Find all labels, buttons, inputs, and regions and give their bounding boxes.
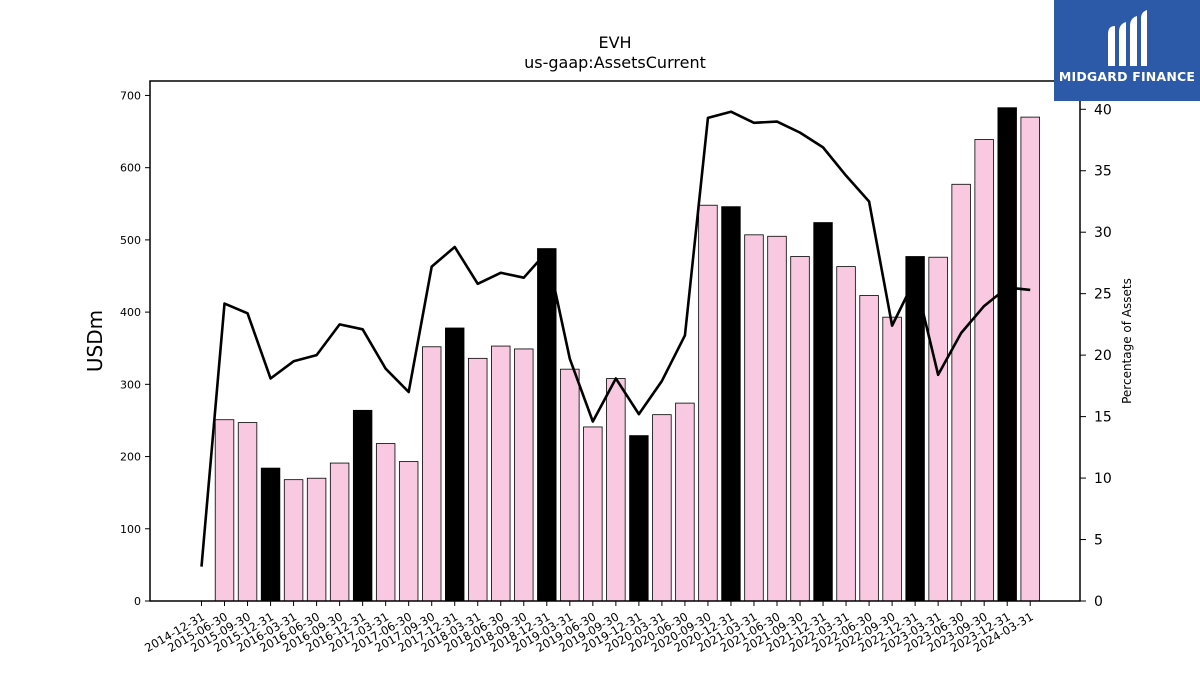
bar [859,295,879,602]
y2-axis-label: Percentage of Assets [1120,278,1134,404]
y-tick-label: 700 [120,89,141,102]
bar [468,357,488,602]
chart-subtitle: us-gaap:AssetsCurrent [524,53,706,72]
y2-tick-label: 25 [1094,287,1112,303]
chart-title: EVH [598,33,631,52]
bar [537,248,557,602]
y-tick-label: 300 [120,378,141,391]
y2-tick-label: 20 [1094,348,1112,364]
y2-tick-label: 5 [1094,533,1103,549]
y2-tick-label: 35 [1094,164,1112,180]
y2-tick-label: 30 [1094,225,1112,241]
bar [928,256,948,602]
bar [836,266,856,602]
logo-text: MIDGARD FINANCE [1058,69,1196,84]
plot-frame [149,80,1081,602]
bar [997,107,1017,602]
y-tick-label: 600 [120,162,141,175]
bar [514,348,534,602]
bar [445,327,465,602]
bar [375,443,396,602]
bar [306,477,327,602]
bar [652,414,672,602]
line-series [200,110,1031,567]
bar [813,222,833,602]
bar [1020,116,1040,602]
midgard-finance-logo: MIDGARD FINANCE [1054,0,1200,101]
bar [629,435,649,602]
bar [951,183,971,602]
y2-tick-label: 10 [1094,471,1112,487]
bar [283,479,304,602]
bar [491,345,511,602]
bar [721,206,741,602]
bar [790,256,810,602]
y-tick-label: 100 [120,523,141,536]
y-tick-label: 200 [120,451,141,464]
bar [352,409,373,602]
y2-tick-label: 0 [1094,594,1103,610]
midgard-logo-icon [1108,10,1147,66]
bar [560,368,580,602]
bar [329,462,350,602]
bar [882,316,902,602]
bar [606,378,626,602]
y-tick-label: 400 [120,306,141,319]
bar [583,426,603,602]
y2-tick-label: 15 [1094,410,1112,426]
bar [214,419,235,602]
bar [675,402,695,602]
bar [767,235,787,602]
bar [744,234,764,602]
bar [974,139,994,602]
y2-tick-label: 40 [1094,102,1112,118]
bar [398,461,419,602]
bar [237,422,258,602]
y-axis-label: USDm [83,310,107,372]
y-tick-label: 0 [134,595,141,608]
y-tick-label: 500 [120,234,141,247]
bar [698,204,718,602]
bar [260,467,281,602]
bar [421,346,442,602]
